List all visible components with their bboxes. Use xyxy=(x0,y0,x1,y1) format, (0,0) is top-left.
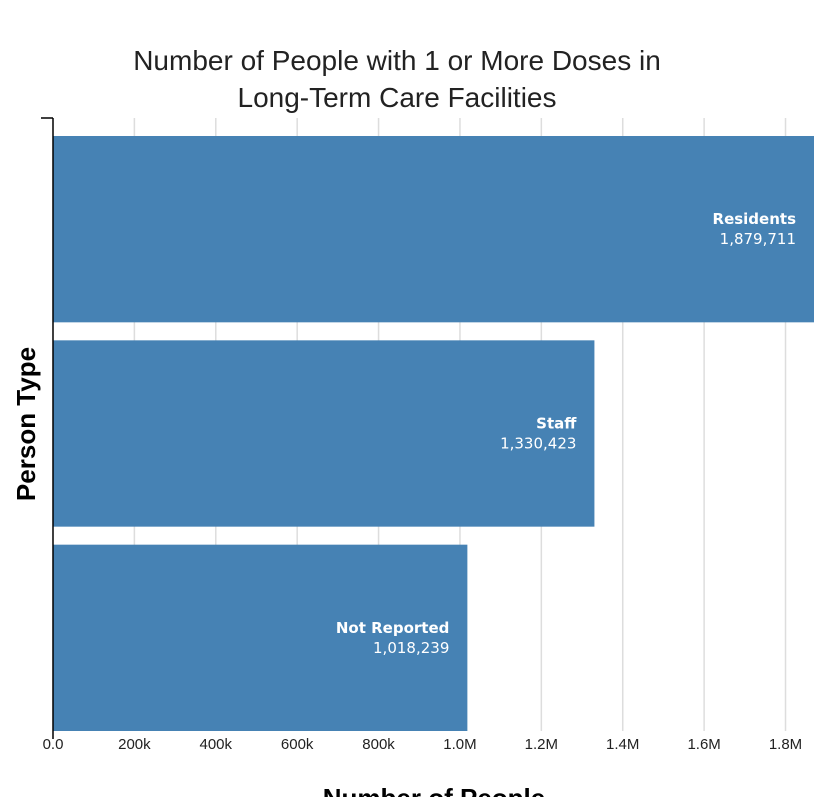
x-tick-label: 600k xyxy=(281,736,314,753)
x-axis-ticks: 0.0 200k 400k 600k 800k 1.0M 1.2M 1.4M 1.6M 1.8M xyxy=(43,736,803,753)
x-tick-label: 1.6M xyxy=(687,736,720,753)
x-tick-label: 200k xyxy=(118,736,151,753)
bar-value-label: 1,879,711 xyxy=(720,230,796,248)
x-tick-label: 800k xyxy=(362,736,395,753)
x-tick-label: 1.8M xyxy=(769,736,802,753)
y-axis-title: Person Type xyxy=(11,347,41,501)
bars xyxy=(53,136,814,731)
x-tick-label: 400k xyxy=(200,736,233,753)
bar-labels: Residents 1,879,711 Staff 1,330,423 Not Repo… xyxy=(336,210,796,657)
bar-value-label: 1,018,239 xyxy=(373,639,449,657)
bar-not-reported xyxy=(53,544,468,731)
bar-value-label: 1,330,423 xyxy=(500,435,576,453)
x-tick-label: 1.2M xyxy=(525,736,558,753)
bar-staff xyxy=(53,340,595,527)
x-axis-title: Number of People xyxy=(323,783,545,797)
bar-residents xyxy=(53,136,814,323)
bar-category-label: Staff xyxy=(536,415,577,433)
bar-category-label: Not Reported xyxy=(336,619,450,637)
axes xyxy=(41,117,54,739)
bar-category-label: Residents xyxy=(713,210,797,228)
chart-title-line-2: Long-Term Care Facilities xyxy=(238,82,557,113)
x-tick-label: 0.0 xyxy=(43,736,64,753)
x-tick-label: 1.4M xyxy=(606,736,639,753)
x-tick-label: 1.0M xyxy=(443,736,476,753)
chart-title-line-1: Number of People with 1 or More Doses in xyxy=(133,45,661,76)
